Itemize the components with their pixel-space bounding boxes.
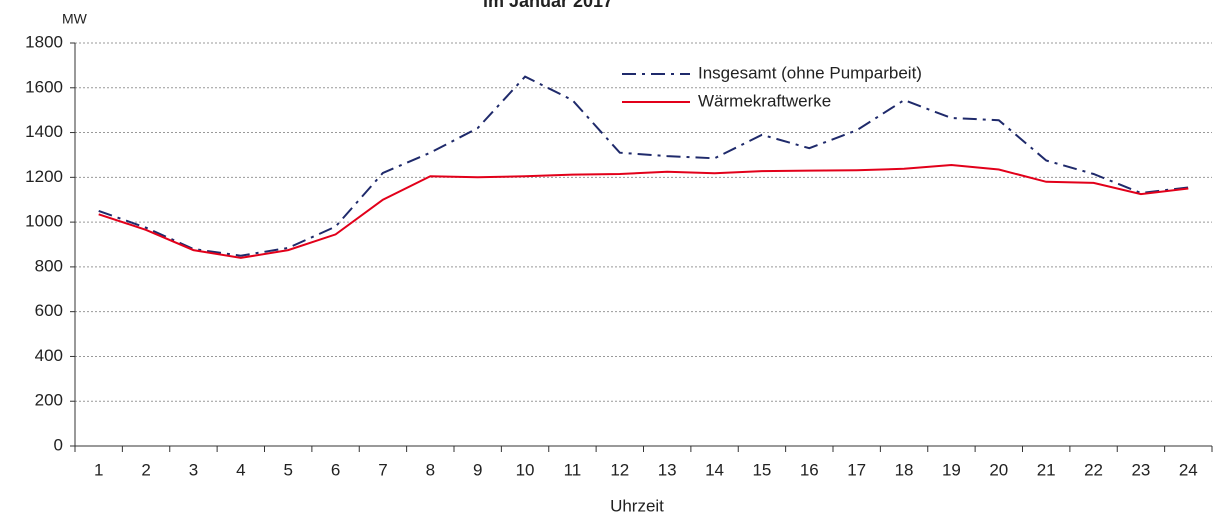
x-tick-label: 10 bbox=[516, 460, 535, 479]
legend-label: Insgesamt (ohne Pumparbeit) bbox=[698, 63, 922, 82]
x-tick-label: 20 bbox=[989, 460, 1008, 479]
series-line bbox=[98, 75, 1189, 257]
x-tick-label: 4 bbox=[236, 460, 245, 479]
x-tick-label: 11 bbox=[564, 460, 582, 479]
y-tick-label: 1400 bbox=[25, 122, 63, 141]
x-tick-label: 23 bbox=[1131, 460, 1150, 479]
x-tick-label: 5 bbox=[283, 460, 292, 479]
x-tick-label: 7 bbox=[378, 460, 387, 479]
y-tick-label: 400 bbox=[35, 346, 63, 365]
chart-title: im Januar 2017 bbox=[483, 0, 613, 11]
y-tick-label: 1000 bbox=[25, 212, 63, 231]
x-tick-label: 6 bbox=[331, 460, 340, 479]
y-tick-label: 600 bbox=[35, 301, 63, 320]
x-tick-label: 16 bbox=[800, 460, 819, 479]
x-tick-label: 12 bbox=[610, 460, 629, 479]
x-tick-label: 22 bbox=[1084, 460, 1103, 479]
y-tick-label: 0 bbox=[54, 435, 63, 454]
y-tick-label: 1800 bbox=[25, 32, 63, 51]
y-axis-label: MW bbox=[62, 11, 88, 27]
y-tick-label: 1600 bbox=[25, 77, 63, 96]
x-tick-label: 9 bbox=[473, 460, 482, 479]
x-tick-label: 2 bbox=[141, 460, 150, 479]
x-axis-label: Uhrzeit bbox=[610, 496, 664, 515]
x-tick-label: 14 bbox=[705, 460, 724, 479]
x-tick-label: 13 bbox=[658, 460, 677, 479]
y-tick-label: 200 bbox=[35, 391, 63, 410]
x-tick-label: 18 bbox=[895, 460, 914, 479]
x-tick-label: 17 bbox=[847, 460, 866, 479]
x-tick-label: 19 bbox=[942, 460, 961, 479]
x-tick-label: 3 bbox=[189, 460, 198, 479]
y-tick-label: 1200 bbox=[25, 167, 63, 186]
series-line bbox=[98, 163, 1189, 259]
x-tick-label: 21 bbox=[1037, 460, 1056, 479]
x-tick-label: 24 bbox=[1179, 460, 1198, 479]
legend-label: Wärmekraftwerke bbox=[698, 91, 831, 110]
y-tick-label: 800 bbox=[35, 256, 63, 275]
x-tick-label: 1 bbox=[94, 460, 103, 479]
x-tick-label: 8 bbox=[426, 460, 435, 479]
x-tick-label: 15 bbox=[752, 460, 771, 479]
